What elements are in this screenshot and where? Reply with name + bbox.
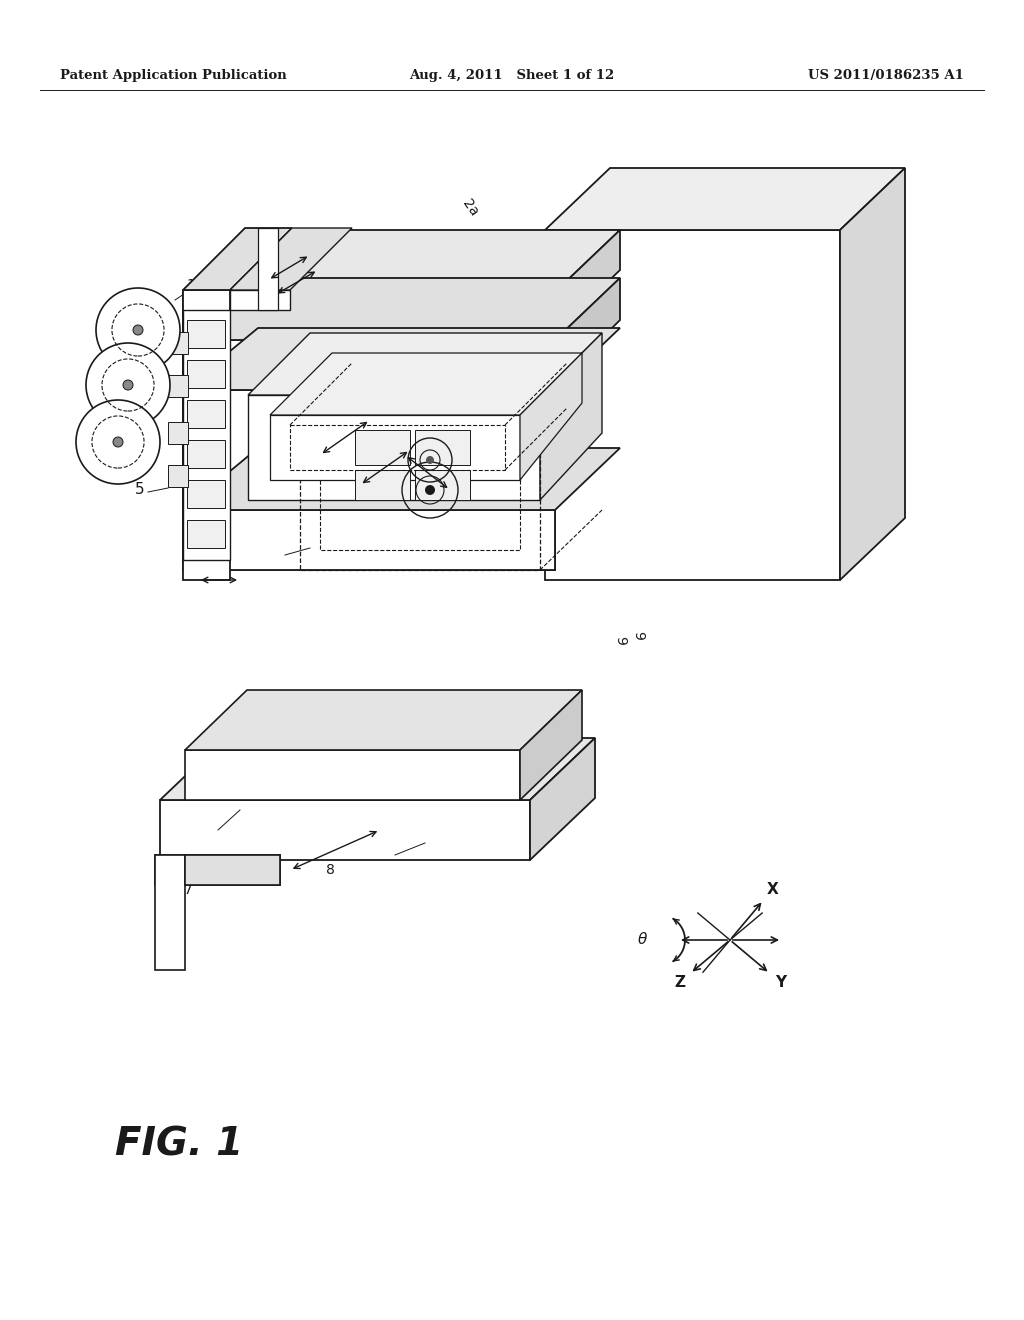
Polygon shape (168, 422, 188, 444)
Text: Patent Application Publication: Patent Application Publication (60, 69, 287, 82)
Polygon shape (185, 690, 582, 750)
Polygon shape (415, 430, 470, 465)
Text: 3: 3 (435, 833, 444, 847)
Polygon shape (183, 341, 555, 385)
Polygon shape (187, 520, 225, 548)
Polygon shape (183, 310, 230, 560)
Polygon shape (230, 290, 290, 310)
Circle shape (76, 400, 160, 484)
Text: 15: 15 (191, 323, 209, 337)
Text: 7: 7 (183, 883, 193, 898)
Text: FIG. 1: FIG. 1 (115, 1126, 243, 1164)
Text: 5: 5 (135, 483, 144, 498)
Text: 9: 9 (631, 631, 645, 639)
Text: 8: 8 (326, 863, 335, 876)
Polygon shape (183, 500, 555, 570)
Polygon shape (183, 447, 620, 510)
Polygon shape (258, 228, 278, 310)
Polygon shape (520, 690, 582, 800)
Text: X: X (767, 882, 778, 898)
Polygon shape (270, 352, 582, 414)
Polygon shape (555, 230, 620, 333)
Polygon shape (185, 750, 520, 800)
Polygon shape (183, 230, 620, 292)
Polygon shape (415, 470, 470, 500)
Polygon shape (155, 855, 185, 970)
Polygon shape (183, 389, 555, 500)
Polygon shape (520, 352, 582, 480)
Polygon shape (183, 510, 555, 570)
Text: θ: θ (637, 932, 647, 948)
Polygon shape (183, 292, 555, 333)
Text: Y: Y (775, 975, 786, 990)
Polygon shape (187, 360, 225, 388)
Text: 15: 15 (186, 279, 204, 292)
Text: Aug. 4, 2011   Sheet 1 of 12: Aug. 4, 2011 Sheet 1 of 12 (410, 69, 614, 82)
Circle shape (86, 343, 170, 426)
Text: 7a: 7a (197, 818, 214, 832)
Polygon shape (168, 465, 188, 487)
Text: 10: 10 (641, 561, 655, 578)
Text: 9: 9 (613, 635, 627, 644)
Polygon shape (248, 395, 540, 500)
Polygon shape (185, 855, 280, 884)
Polygon shape (248, 333, 602, 395)
Text: 15: 15 (191, 368, 209, 381)
Circle shape (113, 437, 123, 447)
Polygon shape (155, 855, 280, 884)
Polygon shape (270, 414, 520, 480)
Text: Z: Z (674, 975, 685, 990)
Polygon shape (183, 327, 620, 389)
Polygon shape (555, 279, 620, 385)
Polygon shape (183, 228, 292, 290)
Polygon shape (187, 319, 225, 348)
Polygon shape (545, 168, 905, 230)
Polygon shape (355, 470, 410, 500)
Text: 2b: 2b (479, 236, 501, 259)
Polygon shape (187, 480, 225, 508)
Polygon shape (355, 430, 410, 465)
Text: 6: 6 (801, 249, 815, 260)
Polygon shape (187, 440, 225, 469)
Polygon shape (168, 333, 188, 354)
Circle shape (133, 325, 143, 335)
Text: US 2011/0186235 A1: US 2011/0186235 A1 (808, 69, 964, 82)
Circle shape (123, 380, 133, 389)
Text: 4: 4 (652, 495, 668, 504)
Polygon shape (168, 375, 188, 397)
Polygon shape (160, 800, 530, 861)
Text: 2a: 2a (460, 197, 480, 219)
Circle shape (425, 484, 435, 495)
Text: 4: 4 (658, 491, 672, 499)
Polygon shape (545, 230, 840, 579)
Polygon shape (160, 738, 595, 800)
Polygon shape (540, 333, 602, 500)
Polygon shape (187, 400, 225, 428)
Polygon shape (230, 228, 352, 290)
Text: 2: 2 (259, 548, 268, 562)
Text: 1: 1 (103, 363, 113, 378)
Polygon shape (840, 168, 905, 579)
Circle shape (96, 288, 180, 372)
Polygon shape (530, 738, 595, 861)
Polygon shape (183, 290, 230, 579)
Text: 10: 10 (658, 560, 672, 577)
Circle shape (426, 455, 434, 465)
Polygon shape (183, 279, 620, 341)
